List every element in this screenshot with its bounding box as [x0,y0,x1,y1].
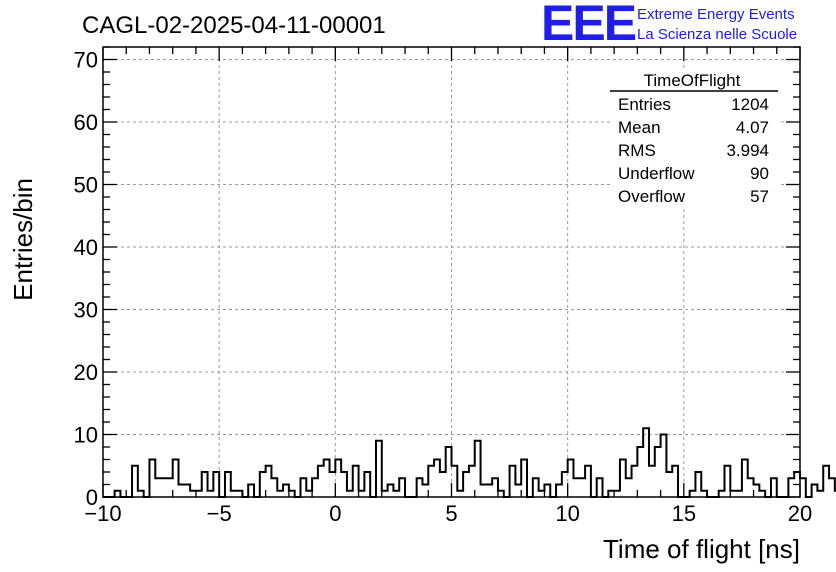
x-tick-label: 20 [788,501,812,526]
y-tick-label: 50 [74,173,98,198]
stats-row-label: Underflow [618,164,695,183]
x-axis-title: Time of flight [ns] [603,534,800,564]
x-tick-labels: −10 −5 0 5 10 15 20 [84,501,812,526]
eee-logo: EEE Extreme Energy Events La Scienza nel… [541,0,797,51]
axis-ticks [102,46,801,498]
y-tick-label: 0 [86,485,98,510]
stats-row-value: 57 [750,187,769,206]
x-tick-label: 0 [329,501,341,526]
y-tick-label: 10 [74,423,98,448]
stats-rows: Entries 1204 Mean 4.07 RMS 3.994 Underflow 90 Ov… [618,95,769,206]
logo-mark: EEE [541,0,636,51]
x-tick-label: −5 [207,501,232,526]
y-axis-title: Entries/bin [8,178,38,301]
stats-row-value: 90 [750,164,769,183]
x-tick-label: 10 [555,501,579,526]
y-tick-labels: 0 10 20 30 40 50 60 70 [74,48,98,511]
stats-row-value: 1204 [731,95,769,114]
y-tick-label: 60 [74,110,98,135]
stats-row-value: 3.994 [726,141,769,160]
stats-title: TimeOfFlight [644,71,741,90]
stats-row-label: Mean [618,118,661,137]
stats-row-label: Entries [618,95,671,114]
y-tick-label: 40 [74,235,98,260]
y-tick-label: 30 [74,298,98,323]
logo-line-1: Extreme Energy Events [637,6,795,23]
stats-row-label: Overflow [618,187,686,206]
x-tick-label: 15 [672,501,696,526]
stats-row-label: RMS [618,141,656,160]
x-tick-label: −10 [84,501,121,526]
stats-row-value: 4.07 [736,118,769,137]
y-tick-label: 20 [74,360,98,385]
chart-title: CAGL-02-2025-04-11-00001 [82,12,386,39]
y-tick-label: 70 [74,48,98,73]
stats-box: TimeOfFlight Entries 1204 Mean 4.07 RMS 3.994… [610,68,778,208]
x-tick-label: 5 [445,501,457,526]
logo-line-2: La Scienza nelle Scuole [637,26,797,43]
